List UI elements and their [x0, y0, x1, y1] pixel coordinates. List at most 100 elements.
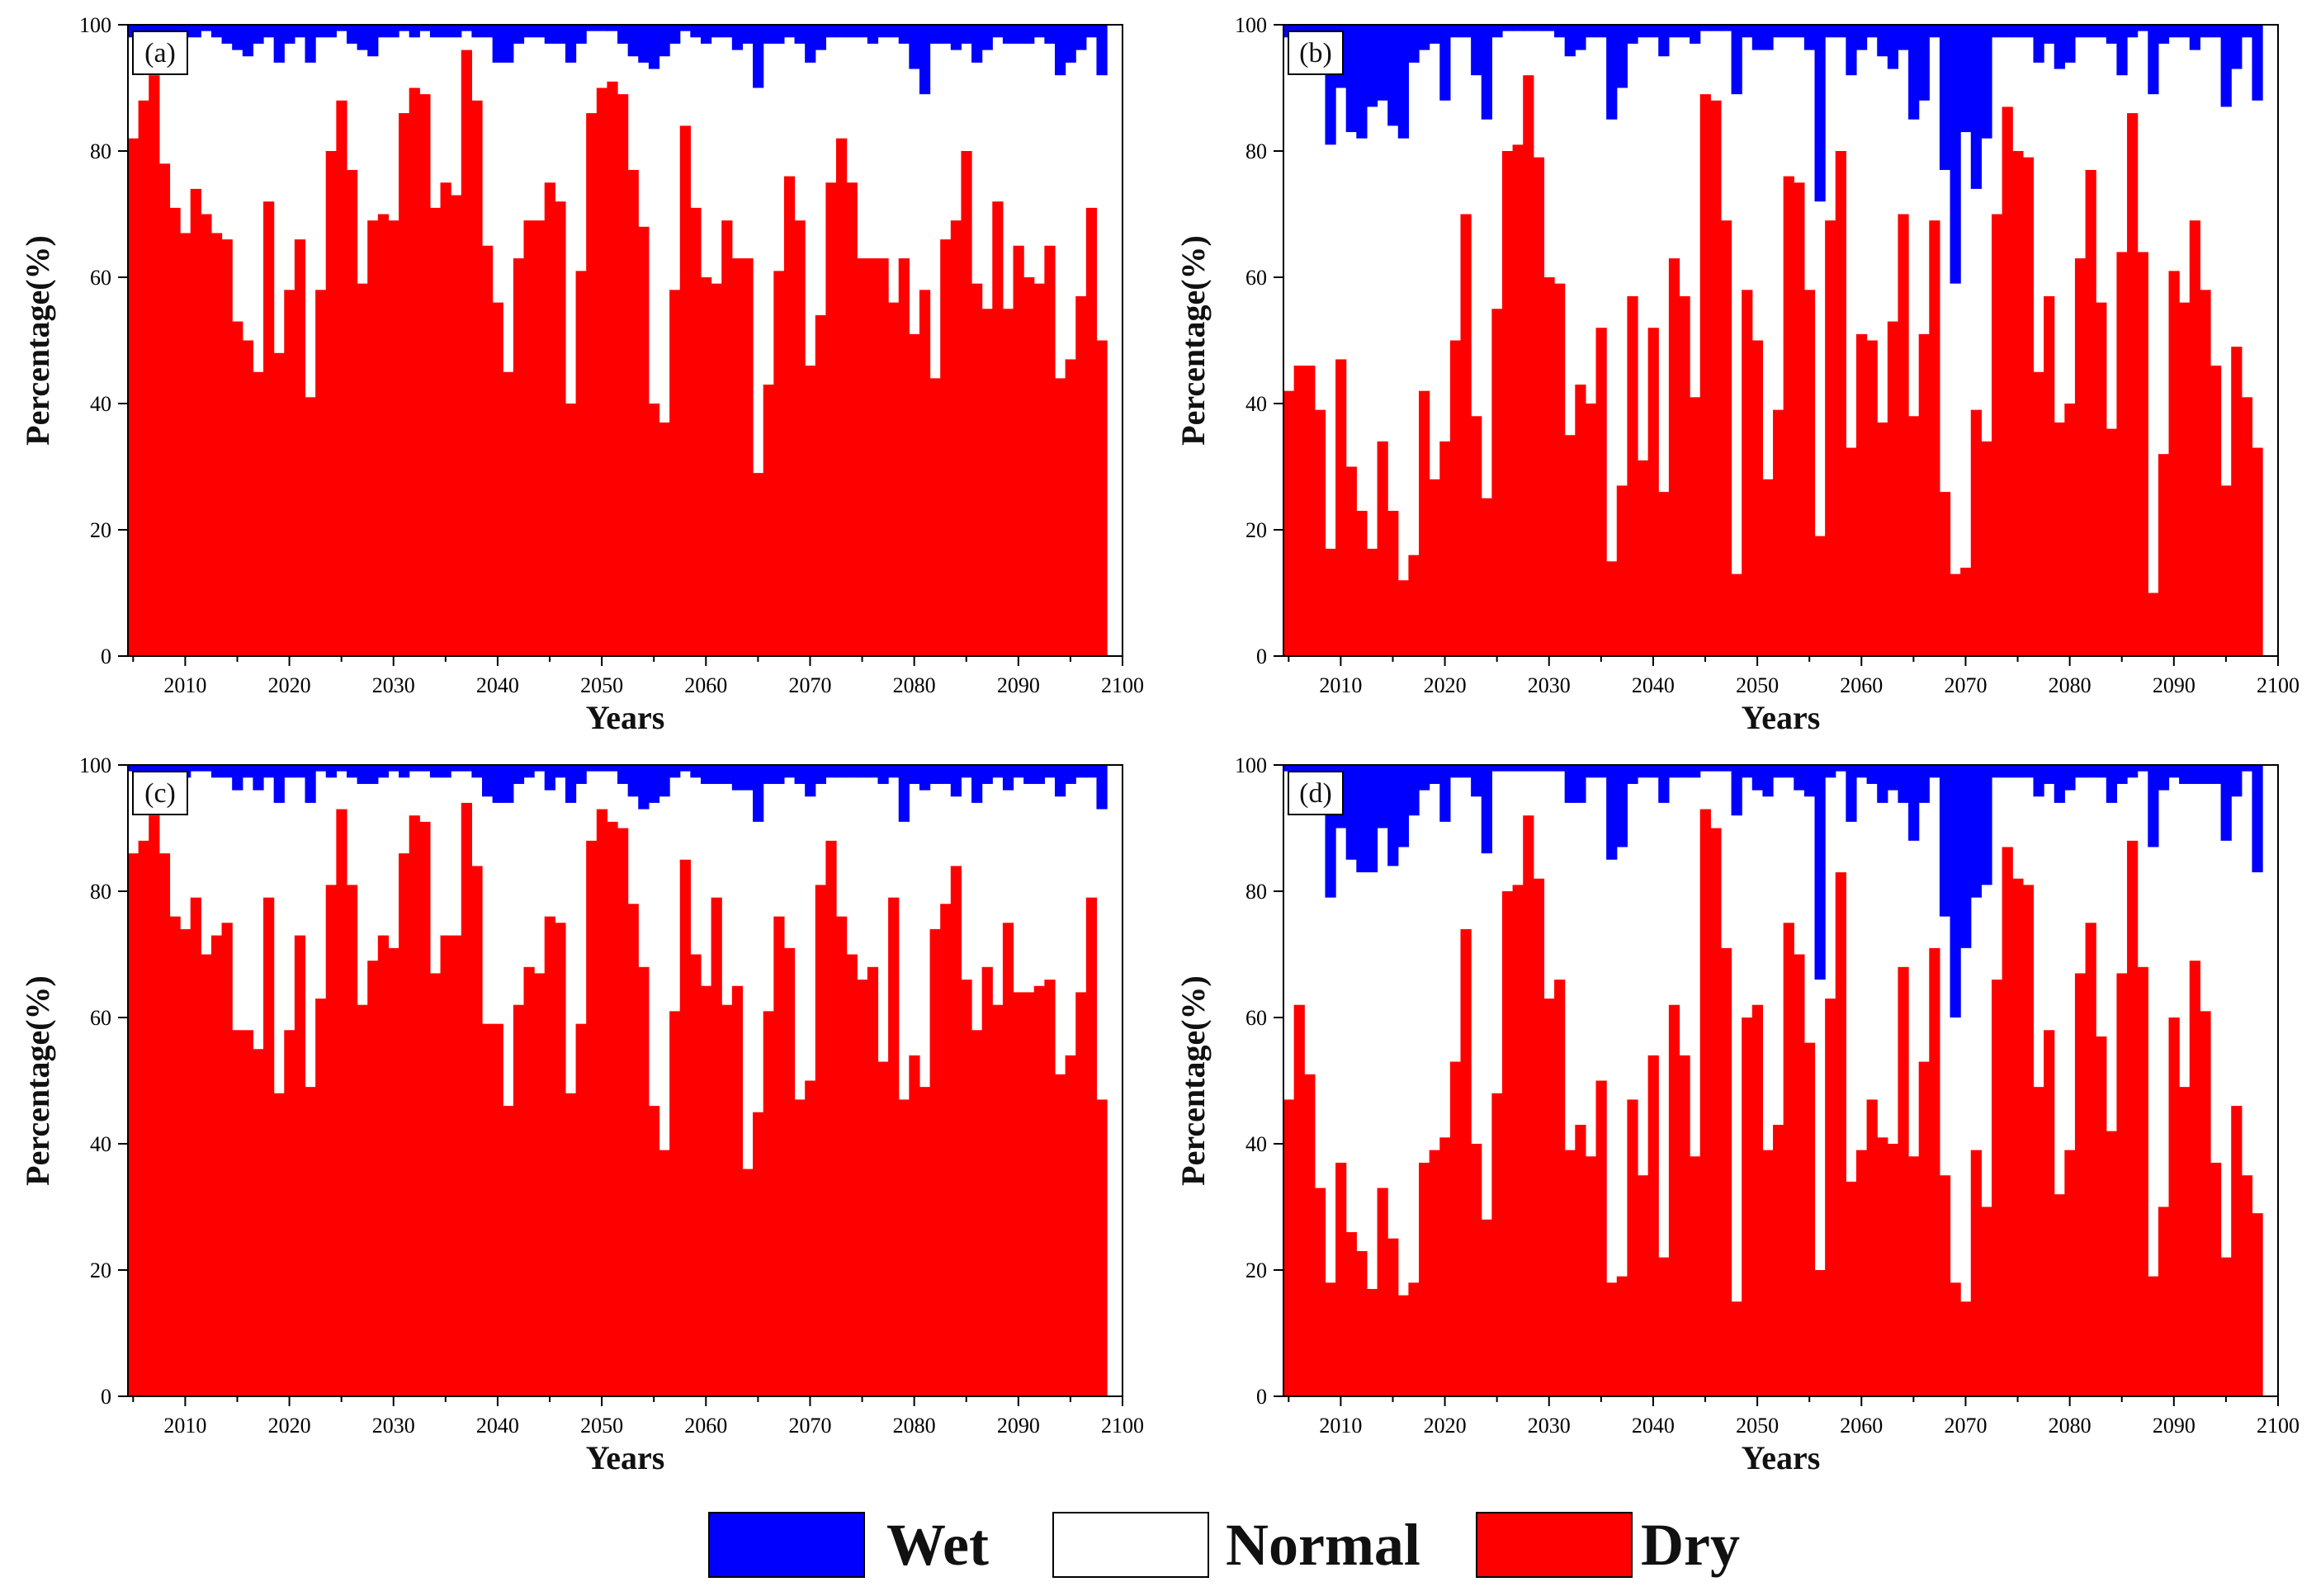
- dry-bar: [565, 404, 577, 656]
- wet-bar: [700, 765, 712, 784]
- dry-bar: [158, 853, 171, 1396]
- wet-bar: [1377, 765, 1388, 829]
- x-tick-label: 2030: [372, 1414, 415, 1438]
- dry-bar: [1939, 1175, 1951, 1396]
- wet-bar: [1304, 765, 1316, 772]
- wet-bar: [1877, 765, 1888, 803]
- x-tick-label: 2060: [684, 673, 727, 697]
- y-tick-label: 0: [1256, 1385, 1267, 1409]
- x-tick-label: 2090: [2153, 1414, 2195, 1438]
- wet-bar: [627, 25, 639, 57]
- dry-bar: [544, 182, 555, 656]
- dry-bar: [336, 809, 347, 1396]
- dry-bar: [210, 233, 223, 656]
- y-tick-label: 0: [1256, 645, 1267, 668]
- dry-bar: [1065, 359, 1076, 656]
- y-tick-label: 100: [79, 753, 111, 777]
- dry-bar: [2179, 302, 2191, 656]
- wet-bar: [1908, 765, 1920, 841]
- dry-bar: [2012, 151, 2024, 656]
- dry-bar: [1512, 885, 1524, 1396]
- wet-bar: [721, 765, 733, 784]
- dry-bar: [586, 840, 598, 1396]
- wet-bar: [2200, 765, 2211, 784]
- dry-bar: [482, 245, 494, 656]
- wet-bar: [1918, 25, 1930, 101]
- x-tick-label: 2060: [1840, 1414, 1883, 1438]
- wet-bar: [1397, 25, 1410, 139]
- dry-bar: [992, 1004, 1004, 1396]
- wet-bar: [523, 765, 535, 778]
- wet-bar: [763, 25, 774, 44]
- dry-bar: [877, 258, 889, 656]
- wet-bar: [1762, 25, 1774, 50]
- wet-bar: [1939, 25, 1951, 170]
- dry-bar: [575, 1023, 587, 1396]
- dry-bar: [690, 207, 702, 657]
- wet-bar: [2106, 25, 2118, 44]
- wet-bar: [1855, 765, 1868, 778]
- wet-bar: [1075, 25, 1087, 50]
- dry-bar: [1918, 1061, 1930, 1396]
- x-tick-label: 2010: [1319, 1414, 1362, 1438]
- dry-bar: [1419, 390, 1430, 656]
- wet-bar: [305, 25, 316, 63]
- dry-bar: [1366, 1288, 1378, 1396]
- wet-bar: [2231, 765, 2243, 797]
- wet-bar: [940, 25, 952, 44]
- wet-bar: [888, 765, 900, 778]
- x-tick-label: 2030: [1528, 673, 1571, 697]
- wet-bar: [679, 765, 691, 772]
- dry-bar: [638, 966, 650, 1396]
- legend-label-normal: Normal: [1226, 1512, 1420, 1578]
- dry-bar: [1054, 378, 1066, 656]
- x-tick-label: 2050: [580, 1414, 623, 1438]
- wet-bar: [690, 765, 702, 778]
- dry-bar: [1794, 182, 1805, 656]
- wet-bar: [1543, 765, 1555, 772]
- dry-bar: [1595, 1080, 1607, 1396]
- wet-bar: [1929, 25, 1940, 38]
- wet-bar: [690, 25, 702, 38]
- wet-bar: [1720, 25, 1732, 31]
- dry-bar: [1065, 1055, 1076, 1396]
- wet-bar: [232, 25, 243, 50]
- dry-bar: [2064, 404, 2076, 656]
- dry-bar: [1638, 460, 1649, 656]
- wet-bar: [440, 765, 451, 778]
- wet-bar: [940, 765, 952, 784]
- wet-bar: [607, 25, 618, 31]
- wet-bar: [1085, 25, 1098, 38]
- wet-bar: [1481, 765, 1492, 854]
- legend-swatch-dry: [1476, 1512, 1633, 1578]
- dry-bar: [1356, 511, 1368, 656]
- dry-bar: [169, 916, 181, 1396]
- wet-bar: [648, 765, 660, 803]
- dry-bar: [981, 309, 993, 656]
- dry-bar: [1471, 416, 1482, 656]
- wet-bar: [242, 765, 254, 778]
- dry-bar: [1033, 985, 1045, 1396]
- y-tick-label: 0: [101, 645, 111, 668]
- dry-bar: [805, 1080, 816, 1396]
- x-tick-label: 2070: [1944, 1414, 1987, 1438]
- wet-bar: [1044, 25, 1056, 44]
- dry-bar: [201, 954, 212, 1396]
- dry-bar: [388, 220, 399, 656]
- wet-bar: [2074, 765, 2087, 778]
- dry-bar: [919, 290, 931, 656]
- wet-bar: [1970, 765, 1982, 898]
- wet-bar: [1023, 765, 1035, 784]
- dry-bar: [273, 1093, 285, 1396]
- dry-bar: [909, 333, 920, 656]
- wet-bar: [836, 25, 848, 38]
- dry-bar: [1825, 220, 1836, 656]
- wet-bar: [607, 765, 618, 772]
- dry-bar: [763, 1011, 774, 1396]
- dry-bar: [2220, 485, 2232, 656]
- dry-bar: [1679, 295, 1690, 656]
- wet-bar: [1846, 765, 1857, 822]
- wet-bar: [471, 765, 483, 778]
